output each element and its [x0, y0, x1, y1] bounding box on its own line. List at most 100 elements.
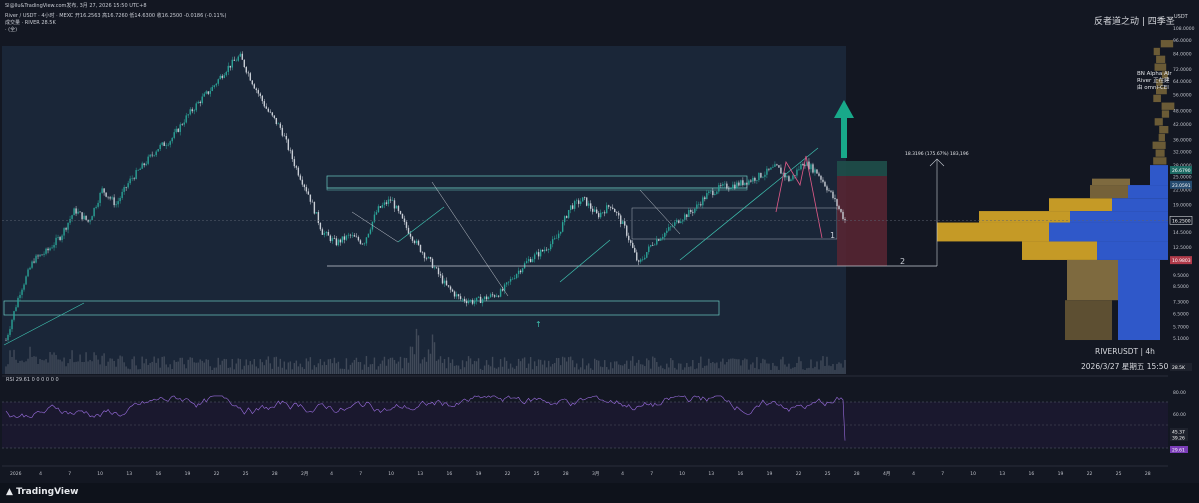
candle-body [373, 214, 376, 222]
candle-body [263, 101, 266, 107]
candle-body [125, 187, 127, 188]
candle-body [812, 164, 814, 173]
candle-body [179, 124, 181, 132]
candle-body [752, 177, 754, 182]
time-tick: 19 [767, 471, 773, 477]
volume-bar [291, 369, 294, 374]
volume-bar [842, 367, 844, 374]
volume-bar [425, 361, 428, 374]
volume-bar [650, 368, 652, 374]
volume-bar [345, 358, 348, 374]
profile-row-thin [1153, 94, 1161, 103]
volume-bar [453, 365, 456, 374]
volume-line[interactable]: 成交量 · RIVER 28.5K [5, 20, 56, 26]
candle-body [473, 301, 476, 304]
candle-body [565, 216, 568, 218]
volume-bar [443, 359, 446, 374]
candle-body [165, 145, 167, 146]
volume-bar [812, 368, 814, 374]
volume-bar [475, 361, 478, 374]
volume-bar [754, 367, 756, 374]
profile-row-up [1092, 178, 1130, 186]
volume-bar [183, 364, 185, 374]
candle-body [351, 235, 354, 236]
volume-bar [646, 358, 648, 374]
volume-bar [682, 369, 684, 374]
candle-body [728, 188, 730, 190]
volume-bar [752, 362, 754, 374]
candle-body [648, 246, 650, 253]
candle-body [730, 188, 732, 190]
price-tick: 7.3000 [1173, 300, 1189, 306]
candle-body [167, 144, 169, 146]
candle-body [690, 210, 692, 212]
candle-body [569, 205, 572, 210]
candle-body [820, 175, 822, 180]
volume-bar [571, 360, 574, 374]
volume-bar [299, 363, 302, 374]
volume-bar [573, 367, 576, 374]
candle-body [281, 127, 284, 136]
candle-body [421, 252, 424, 253]
time-tick: 2026 [10, 471, 22, 477]
candle-body [549, 244, 552, 250]
volume-bar [361, 369, 364, 374]
candle-body [802, 164, 804, 166]
candle-body [664, 232, 666, 237]
price-tick: 72.0000 [1173, 67, 1192, 73]
volume-bar [251, 364, 253, 374]
candle-body [668, 227, 670, 231]
volume-bar [459, 369, 462, 374]
candle-body [119, 197, 121, 202]
candle-body [91, 216, 93, 221]
volume-bar [577, 369, 580, 374]
candle-body [337, 239, 340, 246]
candle-body [233, 59, 235, 61]
candle-body [225, 71, 227, 76]
candle-body [219, 75, 221, 80]
candle-body [561, 222, 564, 232]
volume-bar [69, 359, 71, 374]
volume-bar [223, 358, 225, 374]
price-tick: 14.5000 [1173, 230, 1192, 236]
candle-body [97, 202, 99, 207]
volume-bar [323, 361, 326, 374]
candle-body [393, 200, 396, 209]
candle-body [31, 261, 33, 268]
candle-body [652, 244, 654, 246]
candle-body [712, 190, 714, 196]
candle-body [231, 59, 233, 68]
volume-bar [109, 358, 111, 374]
volume-bar [7, 364, 9, 374]
candle-body [367, 233, 370, 238]
volume-bar [511, 367, 514, 374]
candle-body [347, 234, 350, 236]
volume-bar [559, 365, 562, 374]
volume-bar [776, 366, 778, 374]
price-chart[interactable]: ↑ 2 1 18.3196 (175.67%) 183,196 108.0000 96.… [0, 0, 1199, 483]
volume-bar [405, 358, 408, 374]
volume-bar [367, 366, 370, 374]
volume-bar [632, 356, 634, 374]
tradingview-logo[interactable]: ▲ TradingView [6, 487, 78, 497]
time-tick: 28 [1145, 471, 1151, 477]
volume-bar [33, 356, 35, 374]
time-tick: 7 [359, 471, 362, 477]
volume-bar [838, 362, 840, 374]
candle-body [788, 176, 790, 182]
note-line: River 正在建 [1137, 78, 1170, 84]
volume-bar [229, 367, 231, 374]
volume-bar [598, 360, 600, 374]
volume-bar [261, 362, 264, 374]
time-tick: 10 [970, 471, 976, 477]
candle-body [207, 91, 209, 94]
candle-body [475, 297, 478, 302]
symbol-ohlc-line[interactable]: River / USDT · 4小时 · MEXC 开16.2563 高16.7… [5, 13, 227, 19]
rsi-legend[interactable]: RSI 29.61 0 0 0 0 0 0 [6, 377, 59, 383]
candle-body [317, 212, 320, 223]
profile-row-thin [1156, 55, 1166, 63]
candle-body [517, 270, 520, 275]
candle-body [205, 91, 207, 94]
volume-bar [411, 346, 414, 374]
short-zone [837, 176, 887, 266]
